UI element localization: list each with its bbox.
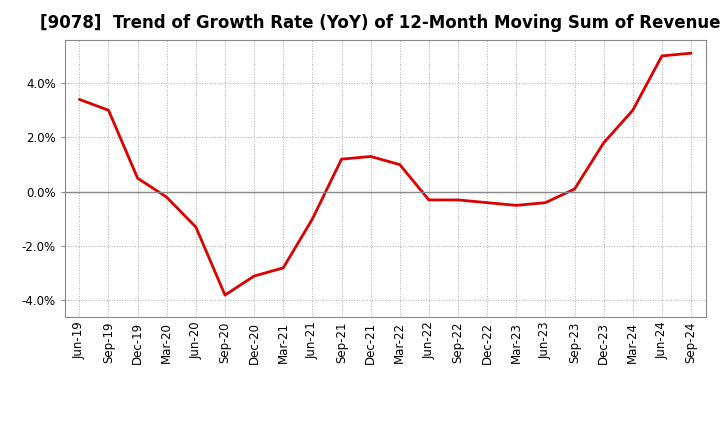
Title: [9078]  Trend of Growth Rate (YoY) of 12-Month Moving Sum of Revenues: [9078] Trend of Growth Rate (YoY) of 12-…: [40, 15, 720, 33]
